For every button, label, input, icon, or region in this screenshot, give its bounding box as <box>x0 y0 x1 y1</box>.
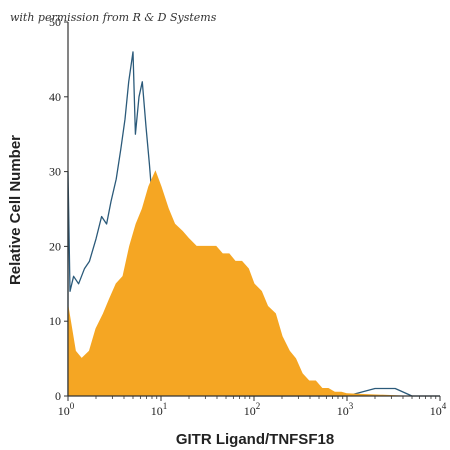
y-tick-label: 50 <box>49 15 61 29</box>
x-tick-label: 102 <box>244 401 261 418</box>
x-tick-label: 101 <box>151 401 168 418</box>
y-tick-label: 40 <box>49 90 61 104</box>
x-axis-title: GITR Ligand/TNFSF18 <box>176 431 334 448</box>
y-tick-label: 0 <box>55 389 61 403</box>
y-axis-title: Relative Cell Number <box>7 135 24 285</box>
watermark-text: with permission from R & D Systems <box>10 11 217 24</box>
y-tick-label: 20 <box>49 239 61 253</box>
x-ticks: 100 101 102 103 104 <box>58 396 447 418</box>
x-tick-label: 104 <box>430 401 447 418</box>
x-tick-label: 103 <box>337 401 354 418</box>
y-tick-label: 30 <box>49 165 61 179</box>
y-tick-label: 10 <box>49 314 61 328</box>
stained-series <box>67 170 440 397</box>
y-ticks: 0 10 20 30 40 50 <box>49 15 68 403</box>
stained-histogram-area <box>67 170 440 397</box>
x-tick-label: 100 <box>58 401 75 418</box>
